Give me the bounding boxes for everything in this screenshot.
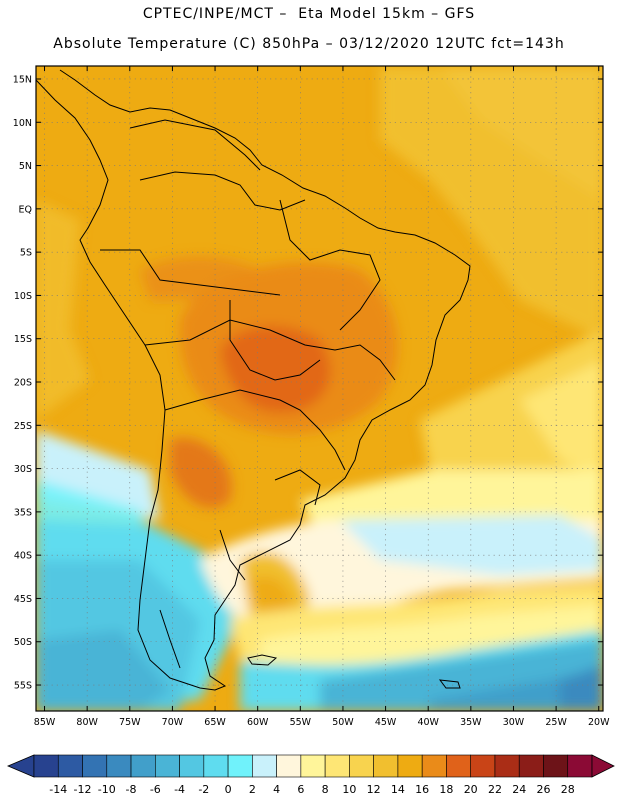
lat-tick-label: 5N bbox=[19, 161, 32, 172]
lat-tick-label: 15S bbox=[14, 334, 32, 345]
lat-tick-label: 35S bbox=[14, 507, 32, 518]
lon-tick-label: 40W bbox=[417, 717, 439, 728]
colorbar-swatch bbox=[397, 754, 423, 778]
colorbar-swatch bbox=[276, 754, 302, 778]
lon-tick-label: 20W bbox=[588, 717, 610, 728]
colorbar-label: 22 bbox=[488, 783, 502, 796]
lat-tick-label: 10S bbox=[14, 291, 32, 302]
lon-tick-label: 25W bbox=[545, 717, 567, 728]
lon-tick-label: 55W bbox=[290, 717, 312, 728]
colorbar-label: 10 bbox=[342, 783, 356, 796]
colorbar-swatch bbox=[494, 754, 520, 778]
colorbar-swatch bbox=[203, 754, 229, 778]
lat-tick-label: 10N bbox=[13, 118, 32, 129]
map-title-line-1: CPTEC/INPE/MCT – Eta Model 15km – GFS bbox=[142, 6, 476, 22]
colorbar-label: 12 bbox=[367, 783, 381, 796]
colorbar-label: -6 bbox=[150, 783, 161, 796]
colorbar-min-arrow bbox=[6, 754, 35, 778]
colorbar-label: -14 bbox=[49, 783, 67, 796]
colorbar-swatch bbox=[130, 754, 156, 778]
lat-tick-label: 25S bbox=[14, 421, 32, 432]
colorbar-label: 6 bbox=[297, 783, 304, 796]
colorbar-swatch bbox=[252, 754, 277, 778]
colorbar-label: 8 bbox=[322, 783, 329, 796]
colorbar-label: 18 bbox=[439, 783, 453, 796]
coastline-borders bbox=[36, 69, 471, 691]
colorbar-label: 0 bbox=[225, 783, 232, 796]
temperature-field bbox=[36, 66, 603, 711]
lon-tick-label: 50W bbox=[332, 717, 354, 728]
latitude-axis: 15N 10N 5N EQ 5S 10S 15S 20S 25S 30S 35S 40S 45S 50S 5… bbox=[13, 74, 603, 692]
colorbar-swatch bbox=[349, 754, 374, 778]
lon-tick-label: 70W bbox=[162, 717, 184, 728]
colorbar-swatch bbox=[421, 754, 447, 778]
lat-tick-label: 20S bbox=[14, 378, 32, 389]
colorbar-swatch bbox=[543, 754, 569, 778]
plot-frame bbox=[35, 65, 604, 712]
colorbar-label: 26 bbox=[536, 783, 550, 796]
colorbar-label: -4 bbox=[174, 783, 185, 796]
colorbar-label: -8 bbox=[126, 783, 137, 796]
colorbar-swatch bbox=[518, 754, 544, 778]
lat-tick-label: 5S bbox=[20, 248, 32, 259]
colorbar-swatch bbox=[470, 754, 496, 778]
lat-tick-label: 50S bbox=[14, 637, 32, 648]
colorbar-label: 20 bbox=[464, 783, 478, 796]
colorbar-label: -10 bbox=[98, 783, 116, 796]
colorbar-label: -12 bbox=[74, 783, 92, 796]
colorbar-swatch bbox=[155, 754, 180, 778]
lon-tick-label: 45W bbox=[375, 717, 397, 728]
map-grid bbox=[36, 66, 603, 711]
longitude-axis: 85W 80W 75W 70W 65W 60W 55W 50W 45W 40W 35W 30W 25W 2… bbox=[34, 66, 610, 728]
colorbar-max-arrow bbox=[591, 754, 615, 778]
lat-tick-label: 55S bbox=[14, 681, 32, 692]
lat-tick-label: EQ bbox=[19, 204, 32, 215]
colorbar-label: -2 bbox=[198, 783, 209, 796]
colorbar-label: 24 bbox=[512, 783, 526, 796]
colorbar-swatch bbox=[567, 754, 593, 778]
lat-tick-label: 40S bbox=[14, 551, 32, 562]
colorbar-label: 28 bbox=[561, 783, 575, 796]
colorbar-label: 14 bbox=[391, 783, 405, 796]
colorbar-swatch bbox=[300, 754, 326, 778]
lon-tick-label: 80W bbox=[76, 717, 98, 728]
colorbar-swatch bbox=[446, 754, 471, 778]
colorbar-label: 2 bbox=[249, 783, 256, 796]
lon-tick-label: 30W bbox=[503, 717, 525, 728]
colorbar-label: 16 bbox=[415, 783, 429, 796]
colorbar-swatch bbox=[57, 754, 83, 778]
lat-tick-label: 45S bbox=[14, 594, 32, 605]
lon-tick-label: 65W bbox=[204, 717, 226, 728]
lon-tick-label: 35W bbox=[460, 717, 482, 728]
colorbar: -14 -12 -10 -8 -6 -4 -2 0 2 4 6 8 10 12 14 16 18 20 22 24 26… bbox=[6, 754, 615, 796]
colorbar-swatch bbox=[227, 754, 253, 778]
map-title-line-2: Absolute Temperature (C) 850hPa – 03/12/… bbox=[53, 36, 565, 52]
colorbar-swatch bbox=[33, 754, 59, 778]
lon-tick-label: 85W bbox=[34, 717, 56, 728]
colorbar-label: 4 bbox=[273, 783, 280, 796]
lon-tick-label: 60W bbox=[247, 717, 269, 728]
colorbar-swatch bbox=[179, 754, 205, 778]
colorbar-swatch bbox=[373, 754, 399, 778]
lat-tick-label: 30S bbox=[14, 464, 32, 475]
colorbar-swatch bbox=[82, 754, 108, 778]
colorbar-swatch bbox=[324, 754, 350, 778]
lon-tick-label: 75W bbox=[119, 717, 141, 728]
lat-tick-label: 15N bbox=[13, 74, 32, 85]
colorbar-swatch bbox=[106, 754, 132, 778]
